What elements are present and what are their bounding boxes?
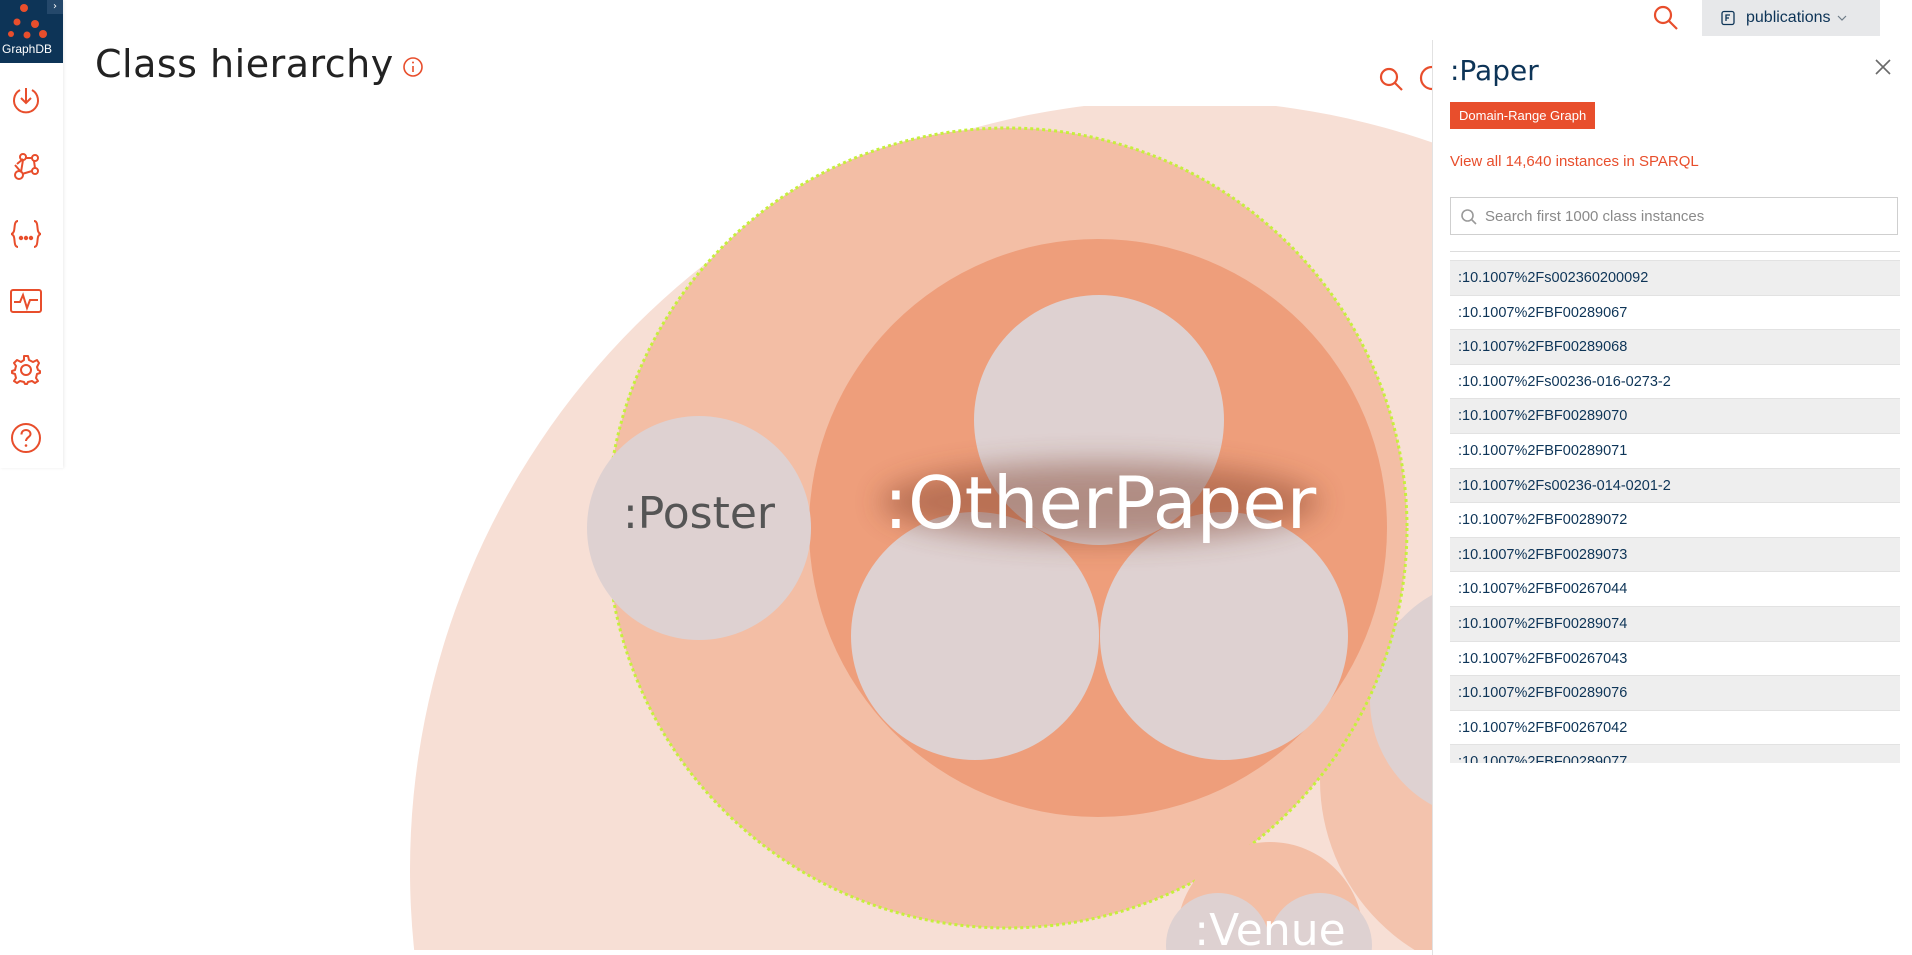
nav-sparql[interactable] [0, 206, 52, 262]
import-icon [13, 88, 39, 114]
other-paper-child-circle-left[interactable] [851, 512, 1099, 760]
instance-item[interactable]: :10.1007%2FBF00289070 [1450, 399, 1900, 434]
instance-search-box [1450, 197, 1898, 235]
view-instances-sparql-link[interactable]: View all 14,640 instances in SPARQL [1450, 153, 1699, 170]
info-icon[interactable] [402, 56, 424, 78]
instance-item[interactable]: :10.1007%2Fs002360200092 [1450, 261, 1900, 296]
class-search-icon[interactable] [1377, 63, 1407, 93]
repository-name: publications [1746, 9, 1831, 26]
instance-list: :10.1007%2Fs002360200092 :10.1007%2FBF00… [1450, 251, 1900, 763]
nav-help[interactable] [0, 410, 52, 466]
nav-import[interactable] [0, 72, 52, 128]
list-top-spacer [1450, 252, 1900, 261]
other-paper-label: :OtherPaper [884, 461, 1317, 545]
graph-icon [14, 153, 39, 180]
chevron-down-icon [1837, 15, 1846, 21]
venue-label: :Venue [1194, 905, 1345, 955]
global-search-icon[interactable] [1651, 3, 1681, 33]
poster-class-circle[interactable] [587, 416, 811, 640]
page-title: Class hierarchy [95, 42, 394, 86]
instance-item[interactable]: :10.1007%2FBF00289068 [1450, 330, 1900, 365]
instance-item[interactable]: :10.1007%2FBF00267043 [1450, 642, 1900, 677]
repository-selector[interactable]: publications [1702, 0, 1880, 36]
graphdb-logo[interactable]: GraphDB › [0, 0, 63, 63]
monitor-icon [10, 289, 42, 313]
panel-class-title: :Paper [1450, 54, 1539, 87]
venue-child-circle-right[interactable] [1268, 893, 1372, 955]
graphdb-logo-icon [8, 4, 47, 39]
sidebar: GraphDB › [0, 0, 63, 468]
label-glow [880, 462, 1320, 542]
poster-label: :Poster [623, 488, 776, 539]
instance-item[interactable]: :10.1007%2FBF00267044 [1450, 572, 1900, 607]
instance-item[interactable]: :10.1007%2FBF00289073 [1450, 537, 1900, 573]
close-icon[interactable] [1872, 56, 1894, 78]
instance-item[interactable]: :10.1007%2FBF00289072 [1450, 503, 1900, 538]
nav-setup[interactable] [0, 342, 52, 398]
class-details-panel: :Paper Domain-Range Graph View all 14,64… [1432, 40, 1912, 955]
instance-item[interactable]: :10.1007%2FBF00289071 [1450, 434, 1900, 469]
instance-search-input[interactable] [1485, 198, 1890, 234]
help-icon [11, 423, 41, 453]
gear-icon [11, 355, 41, 385]
nav-monitor[interactable] [0, 274, 52, 330]
instance-item[interactable]: :10.1007%2Fs00236-014-0201-2 [1450, 468, 1900, 504]
instance-item[interactable]: :10.1007%2Fs00236-016-0273-2 [1450, 365, 1900, 400]
nav-explore[interactable] [0, 138, 52, 194]
domain-range-graph-button[interactable]: Domain-Range Graph [1450, 102, 1596, 129]
sidebar-expand-icon[interactable]: › [47, 0, 63, 14]
search-icon [1461, 209, 1477, 225]
venue-child-circle-left[interactable] [1166, 893, 1270, 955]
instance-item[interactable]: :10.1007%2FBF00289077 [1450, 745, 1900, 763]
database-icon [1721, 10, 1735, 26]
instance-item[interactable]: :10.1007%2FBF00289074 [1450, 606, 1900, 642]
brand-name: GraphDB [2, 42, 53, 56]
sparql-icon [10, 220, 42, 248]
instance-item[interactable]: :10.1007%2FBF00267042 [1450, 711, 1900, 746]
instance-item[interactable]: :10.1007%2FBF00289067 [1450, 296, 1900, 331]
other-paper-child-circle-right[interactable] [1100, 512, 1348, 760]
instance-item[interactable]: :10.1007%2FBF00289076 [1450, 676, 1900, 711]
